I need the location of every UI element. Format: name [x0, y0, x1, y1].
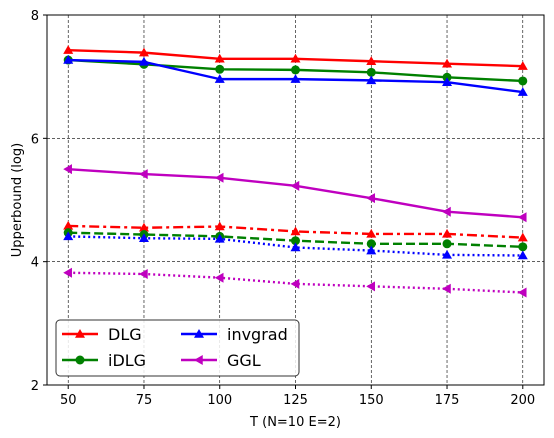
data-point	[63, 231, 74, 241]
data-point	[138, 269, 148, 279]
data-point	[290, 226, 301, 236]
data-point	[517, 250, 528, 260]
data-point	[442, 228, 453, 238]
data-point	[138, 47, 149, 57]
series-ggl	[63, 164, 527, 223]
x-tick-label: 125	[283, 393, 308, 408]
series-dotted-6	[63, 231, 528, 260]
data-point	[63, 45, 74, 54]
legend-marker	[194, 329, 204, 338]
data-point	[138, 169, 148, 180]
series-dashed-4	[63, 220, 528, 242]
legend-item-idlg: iDLG	[62, 351, 146, 370]
data-point	[63, 164, 72, 175]
data-point	[63, 55, 74, 64]
data-point	[366, 56, 377, 65]
data-point	[442, 283, 451, 294]
data-point	[366, 75, 377, 85]
data-point	[366, 281, 376, 292]
y-tick-label: 6	[31, 132, 39, 147]
data-point	[517, 232, 528, 242]
data-point	[214, 53, 225, 63]
legend-marker	[75, 355, 85, 365]
data-point	[138, 222, 149, 232]
data-point	[215, 64, 225, 74]
data-point	[442, 58, 453, 68]
data-point	[366, 239, 376, 249]
y-tick-label: 2	[31, 379, 39, 394]
y-tick-label: 8	[31, 9, 39, 24]
data-point	[138, 56, 149, 66]
legend-label: invgrad	[227, 325, 288, 344]
data-point	[290, 74, 301, 83]
data-point	[214, 74, 225, 83]
data-point	[214, 272, 224, 283]
data-point	[366, 67, 376, 77]
data-point	[518, 242, 528, 252]
data-point	[442, 206, 451, 217]
data-point	[366, 228, 377, 238]
data-point	[214, 233, 225, 243]
data-point	[63, 220, 74, 230]
data-point	[517, 87, 528, 96]
data-point	[138, 233, 149, 242]
legend-marker	[194, 355, 203, 365]
data-point	[63, 267, 72, 278]
legend-item-ggl: GGL	[181, 351, 261, 370]
data-point	[291, 236, 300, 246]
x-tick-label: 50	[60, 393, 77, 408]
data-point	[290, 278, 300, 289]
data-point	[290, 242, 301, 252]
legend-label: iDLG	[108, 351, 146, 370]
x-axis: 50 75 100 125 150 175 200	[60, 385, 535, 408]
legend: DLG iDLG invgrad GGL	[55, 319, 300, 377]
x-tick-label: 175	[435, 393, 460, 408]
data-point	[517, 61, 528, 70]
x-tick-label: 75	[136, 393, 153, 408]
x-tick-label: 100	[207, 393, 232, 408]
data-point	[290, 180, 300, 191]
data-point	[442, 249, 453, 259]
series-invgrad	[63, 55, 528, 96]
legend-label: DLG	[108, 325, 142, 344]
data-point	[442, 77, 453, 86]
x-tick-label: 200	[510, 393, 535, 408]
series-dotted-7	[63, 267, 527, 298]
data-point	[518, 76, 528, 86]
x-tick-label: 150	[359, 393, 384, 408]
legend-label: GGL	[227, 351, 261, 370]
data-point	[290, 53, 301, 63]
legend-marker	[75, 329, 85, 338]
legend-item-invgrad: invgrad	[181, 325, 288, 344]
data-point	[291, 65, 300, 75]
data-point	[517, 212, 527, 223]
data-point	[442, 239, 452, 249]
series-dashed-5	[63, 228, 528, 252]
data-point	[366, 193, 376, 204]
legend-item-dlg: DLG	[62, 325, 142, 344]
data-point	[214, 172, 224, 183]
data-point	[366, 245, 377, 255]
legend-box	[55, 319, 300, 377]
data-point	[214, 221, 225, 231]
series-dlg	[63, 45, 528, 70]
y-axis: 2 4 6 8	[31, 9, 47, 394]
x-axis-label: T (N=10 E=2)	[249, 415, 341, 430]
data-point	[517, 287, 527, 298]
series-layer	[63, 45, 528, 298]
y-tick-label: 4	[31, 256, 39, 271]
y-axis-label: Upperbound (log)	[10, 143, 25, 257]
